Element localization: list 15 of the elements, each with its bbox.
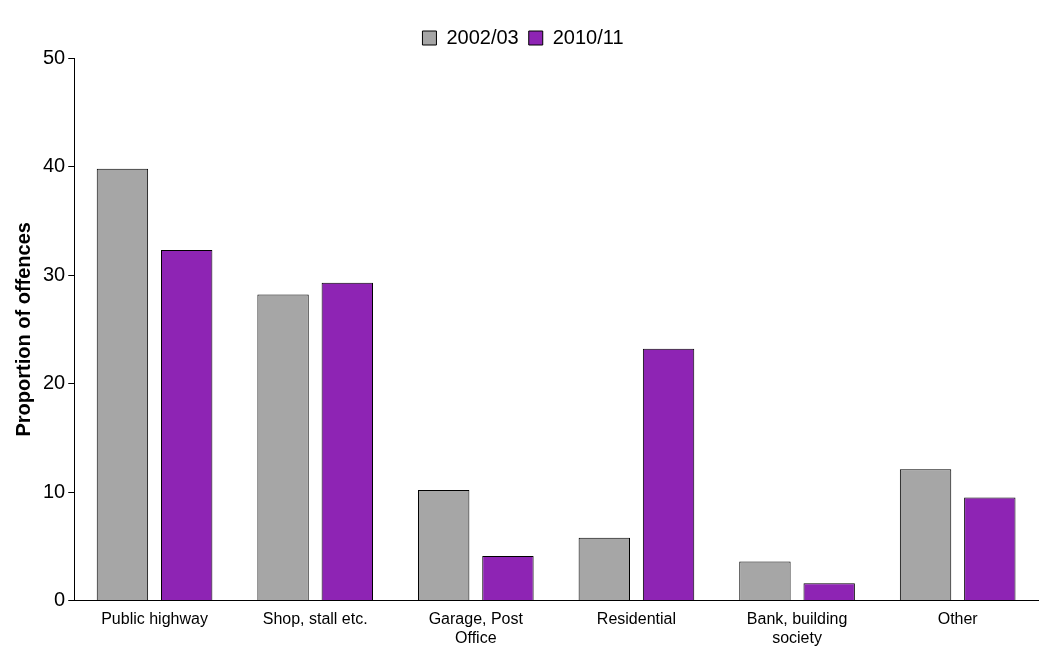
y-tick-label: 20 — [43, 371, 66, 394]
y-tick-label: 50 — [43, 45, 66, 68]
x-tick-label: Garage, Post Office — [428, 609, 524, 646]
y-tick-label: 30 — [43, 262, 66, 285]
y-tick-label: 40 — [43, 154, 66, 177]
x-tick-label: Bank, building society — [746, 609, 848, 646]
legend-label: 2010/11 — [552, 25, 624, 48]
y-tick-label: 10 — [43, 479, 66, 502]
y-tick-label: 0 — [54, 588, 66, 611]
x-tick-label: Other — [937, 609, 979, 627]
legend-label: 2002/03 — [446, 25, 519, 48]
x-tick-label: Shop, stall etc. — [262, 609, 368, 627]
x-tick-label: Public highway — [101, 609, 208, 627]
y-axis-title: Proportion of offences — [11, 222, 34, 437]
x-tick-label: Residential — [596, 609, 677, 627]
